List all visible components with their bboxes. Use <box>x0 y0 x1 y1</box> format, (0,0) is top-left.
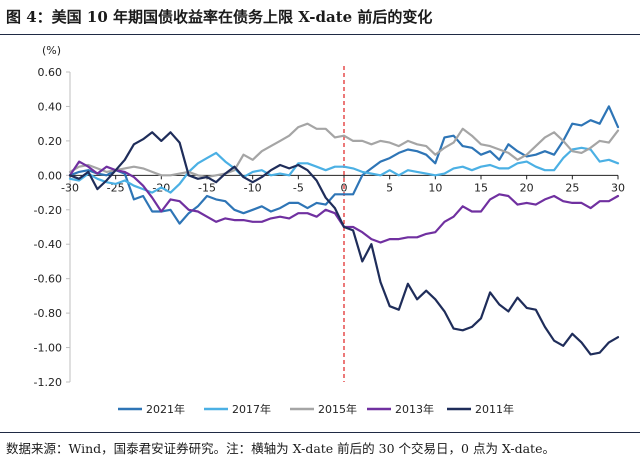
x-tick-label: 5 <box>386 181 393 194</box>
legend-label: 2015年 <box>318 402 357 416</box>
legend-label: 2011年 <box>475 402 514 416</box>
y-tick-label: -1.00 <box>34 342 62 355</box>
y-tick-label: -0.40 <box>34 238 62 251</box>
x-tick-label: 10 <box>428 181 442 194</box>
series-lines <box>68 105 620 356</box>
y-tick-label: -0.20 <box>34 204 62 217</box>
legend-label: 2013年 <box>395 402 434 416</box>
footer-divider <box>0 432 640 433</box>
y-tick-label: -0.80 <box>34 307 62 320</box>
legend: 2021年 2017年 2015年 2013年 2011年 <box>118 402 514 416</box>
y-tick-label: -1.20 <box>34 376 62 389</box>
legend-label: 2021年 <box>146 402 185 416</box>
x-axis: -30-25-20-15-10-5051015202530 <box>61 174 625 194</box>
series-line <box>68 131 620 356</box>
series-line <box>68 146 620 194</box>
legend-label: 2017年 <box>232 402 271 416</box>
x-tick-label: -25 <box>107 181 125 194</box>
y-unit-label: (%) <box>42 44 61 57</box>
y-tick-label: 0.00 <box>38 169 63 182</box>
x-tick-label: -5 <box>293 181 304 194</box>
title-bar: 图 4：美国 10 年期国债收益率在债务上限 X-date 前后的变化 <box>0 0 640 35</box>
x-tick-label: -30 <box>61 181 79 194</box>
figure-title: 图 4：美国 10 年期国债收益率在债务上限 X-date 前后的变化 <box>6 8 433 26</box>
x-tick-label: 20 <box>520 181 534 194</box>
x-tick-label: 15 <box>474 181 488 194</box>
y-axis: (%) -1.20 -1.00 -0.80 -0.60 -0.40 -0.20 0.00 0.2… <box>34 44 71 389</box>
x-tick-label: 30 <box>611 181 625 194</box>
y-tick-label: 0.60 <box>38 66 63 79</box>
x-tick-label: 25 <box>565 181 579 194</box>
y-tick-label: 0.20 <box>38 135 63 148</box>
source-note: 数据来源：Wind，国泰君安证券研究。注：横轴为 X-date 前后的 30 个… <box>6 441 555 456</box>
chart-area: (%) -1.20 -1.00 -0.80 -0.60 -0.40 -0.20 0.00 0.2… <box>0 36 640 431</box>
x-tick-label: -10 <box>244 181 262 194</box>
y-tick-label: 0.40 <box>38 100 63 113</box>
x-tick-label: -15 <box>198 181 216 194</box>
series-line <box>68 122 620 179</box>
line-chart: (%) -1.20 -1.00 -0.80 -0.60 -0.40 -0.20 0.00 0.2… <box>34 44 625 416</box>
y-tick-label: -0.60 <box>34 273 62 286</box>
